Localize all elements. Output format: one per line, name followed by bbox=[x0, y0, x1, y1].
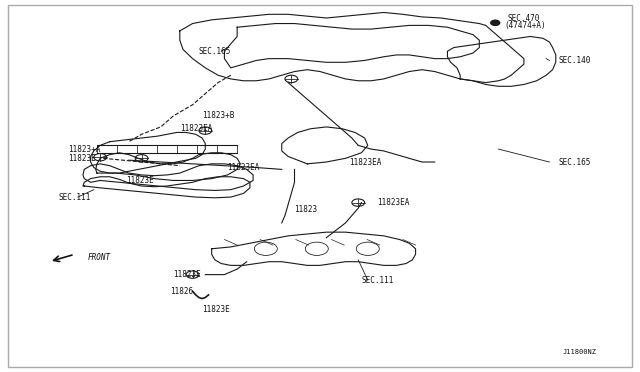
Text: 11823: 11823 bbox=[294, 205, 317, 215]
Text: 11823+A: 11823+A bbox=[68, 145, 100, 154]
Text: SEC.165: SEC.165 bbox=[199, 47, 231, 56]
Text: SEC.165: SEC.165 bbox=[559, 157, 591, 167]
Text: (47474+A): (47474+A) bbox=[505, 21, 547, 30]
Text: 11823EA: 11823EA bbox=[228, 163, 260, 172]
Text: 11823E: 11823E bbox=[173, 270, 201, 279]
Text: J11800NZ: J11800NZ bbox=[562, 349, 596, 355]
Text: 11823EA: 11823EA bbox=[349, 157, 381, 167]
Text: 11823+B: 11823+B bbox=[202, 111, 234, 121]
Text: 11823E: 11823E bbox=[68, 154, 96, 163]
Text: 11823E: 11823E bbox=[125, 176, 154, 185]
Text: 11826: 11826 bbox=[170, 287, 193, 296]
Text: 11823EA: 11823EA bbox=[378, 198, 410, 207]
Text: SEC.470: SEC.470 bbox=[508, 13, 540, 22]
Text: SEC.111: SEC.111 bbox=[362, 276, 394, 285]
Text: SEC.140: SEC.140 bbox=[559, 56, 591, 65]
Circle shape bbox=[491, 20, 500, 25]
Text: 11823EA: 11823EA bbox=[180, 124, 212, 133]
Text: 11823E: 11823E bbox=[202, 305, 230, 314]
Text: SEC.111: SEC.111 bbox=[59, 193, 91, 202]
Text: FRONT: FRONT bbox=[88, 253, 111, 263]
